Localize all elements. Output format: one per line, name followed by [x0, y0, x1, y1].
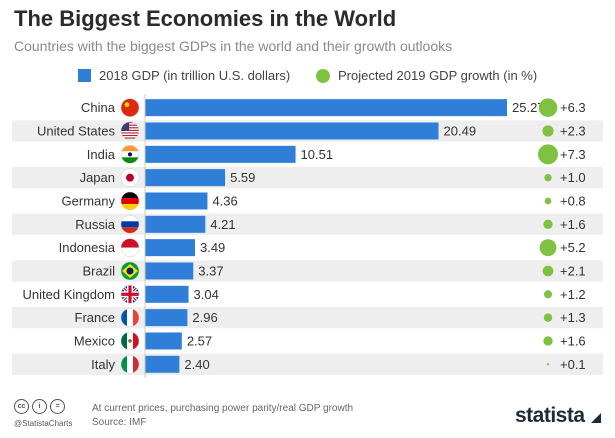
- growth-dot: [538, 98, 558, 117]
- gdp-value-label: 20.49: [444, 123, 477, 138]
- country-label: Germany: [62, 193, 116, 208]
- gdp-value-label: 3.37: [198, 263, 223, 278]
- legend-growth-label: Projected 2019 GDP growth (in %): [338, 68, 538, 83]
- nd-icon: =: [50, 399, 65, 414]
- growth-dot: [542, 125, 554, 137]
- gdp-bar: [145, 262, 194, 280]
- country-label: United States: [37, 123, 116, 138]
- country-label: India: [87, 147, 116, 162]
- country-label: United Kingdom: [23, 287, 116, 302]
- gdp-value-label: 2.57: [187, 333, 212, 348]
- gdp-bar: [145, 192, 208, 210]
- gdp-value-label: 2.96: [192, 310, 217, 325]
- france-flag-icon: [120, 308, 140, 327]
- country-label: Brazil: [82, 263, 115, 278]
- chart-title: The Biggest Economies in the World: [14, 6, 397, 31]
- indonesia-flag-icon: [120, 238, 140, 257]
- country-label: Russia: [75, 217, 116, 232]
- gdp-bar: [145, 99, 507, 117]
- footer-source: Source: IMF: [92, 417, 147, 428]
- gdp-bar: [145, 122, 439, 140]
- germany-flag-icon: [120, 191, 140, 211]
- growth-value-label: +1.6: [560, 217, 586, 232]
- usa-flag-icon: [120, 121, 140, 141]
- growth-dot: [543, 336, 553, 346]
- gdp-bar: [145, 145, 296, 163]
- brazil-flag-icon: [120, 261, 140, 281]
- country-label: Indonesia: [59, 240, 116, 255]
- growth-value-label: +5.2: [560, 240, 586, 255]
- growth-dot: [542, 265, 554, 277]
- statista-logo: statista: [515, 404, 585, 427]
- gdp-bar: [145, 355, 180, 373]
- gdp-value-label: 3.04: [194, 287, 219, 302]
- gdp-bar: [145, 332, 182, 350]
- gdp-value-label: 25.27: [512, 100, 545, 115]
- legend-growth: Projected 2019 GDP growth (in %): [316, 68, 537, 83]
- gdp-value-label: 2.40: [184, 357, 209, 372]
- footer-notes: At current prices, purchasing power pari…: [92, 402, 353, 430]
- country-label: Italy: [91, 357, 115, 372]
- gdp-bar: [145, 285, 189, 303]
- growth-value-label: +0.8: [560, 193, 586, 208]
- mexico-flag-icon: [120, 331, 140, 351]
- country-label: Japan: [80, 170, 115, 185]
- india-flag-icon: [120, 145, 140, 164]
- gdp-bar: [145, 309, 188, 327]
- growth-dot: [546, 363, 550, 366]
- uk-flag-icon: [120, 285, 140, 304]
- growth-dot: [544, 197, 552, 205]
- statista-logo-mark-icon: [591, 413, 601, 423]
- gdp-value-label: 5.59: [230, 170, 255, 185]
- legend-gdp: 2018 GDP (in trillion U.S. dollars): [78, 68, 290, 83]
- growth-value-label: +1.6: [560, 333, 586, 348]
- footer-note: At current prices, purchasing power pari…: [92, 403, 354, 414]
- footer-handle: @StatistaCharts: [14, 419, 73, 428]
- italy-flag-icon: [120, 355, 140, 374]
- growth-value-label: +0.1: [560, 357, 586, 372]
- by-icon: i: [32, 399, 47, 414]
- gdp-bar: [145, 169, 226, 187]
- cc-icon: cc: [14, 399, 29, 414]
- chart-subtitle: Countries with the biggest GDPs in the w…: [14, 38, 453, 54]
- legend-growth-dot: [316, 68, 330, 83]
- growth-dot: [544, 173, 552, 182]
- growth-dot: [543, 219, 553, 229]
- gdp-bar: [145, 239, 195, 257]
- legend-gdp-label: 2018 GDP (in trillion U.S. dollars): [99, 68, 291, 83]
- growth-value-label: +7.3: [560, 147, 586, 162]
- gdp-bar: [145, 215, 206, 233]
- gdp-value-label: 10.51: [301, 147, 334, 162]
- growth-value-label: +1.2: [560, 287, 586, 302]
- growth-dot: [543, 290, 553, 299]
- growth-value-label: +6.3: [560, 100, 586, 115]
- growth-value-label: +1.3: [560, 310, 586, 325]
- growth-dot: [539, 239, 557, 257]
- growth-dot: [538, 144, 558, 165]
- country-label: Mexico: [74, 333, 115, 348]
- growth-value-label: +1.0: [560, 170, 586, 185]
- growth-dot: [543, 313, 553, 322]
- legend-gdp-swatch: [78, 69, 91, 82]
- license-icons: cc i =: [14, 399, 65, 414]
- japan-flag-icon: [120, 168, 140, 187]
- russia-flag-icon: [120, 215, 140, 234]
- gdp-value-label: 4.36: [212, 193, 237, 208]
- gdp-value-label: 3.49: [200, 240, 225, 255]
- country-label: China: [81, 100, 116, 115]
- growth-value-label: +2.3: [560, 123, 586, 138]
- gdp-value-label: 4.21: [210, 217, 235, 232]
- country-label: France: [75, 310, 115, 325]
- growth-value-label: +2.1: [560, 263, 586, 278]
- china-flag-icon: [120, 98, 140, 117]
